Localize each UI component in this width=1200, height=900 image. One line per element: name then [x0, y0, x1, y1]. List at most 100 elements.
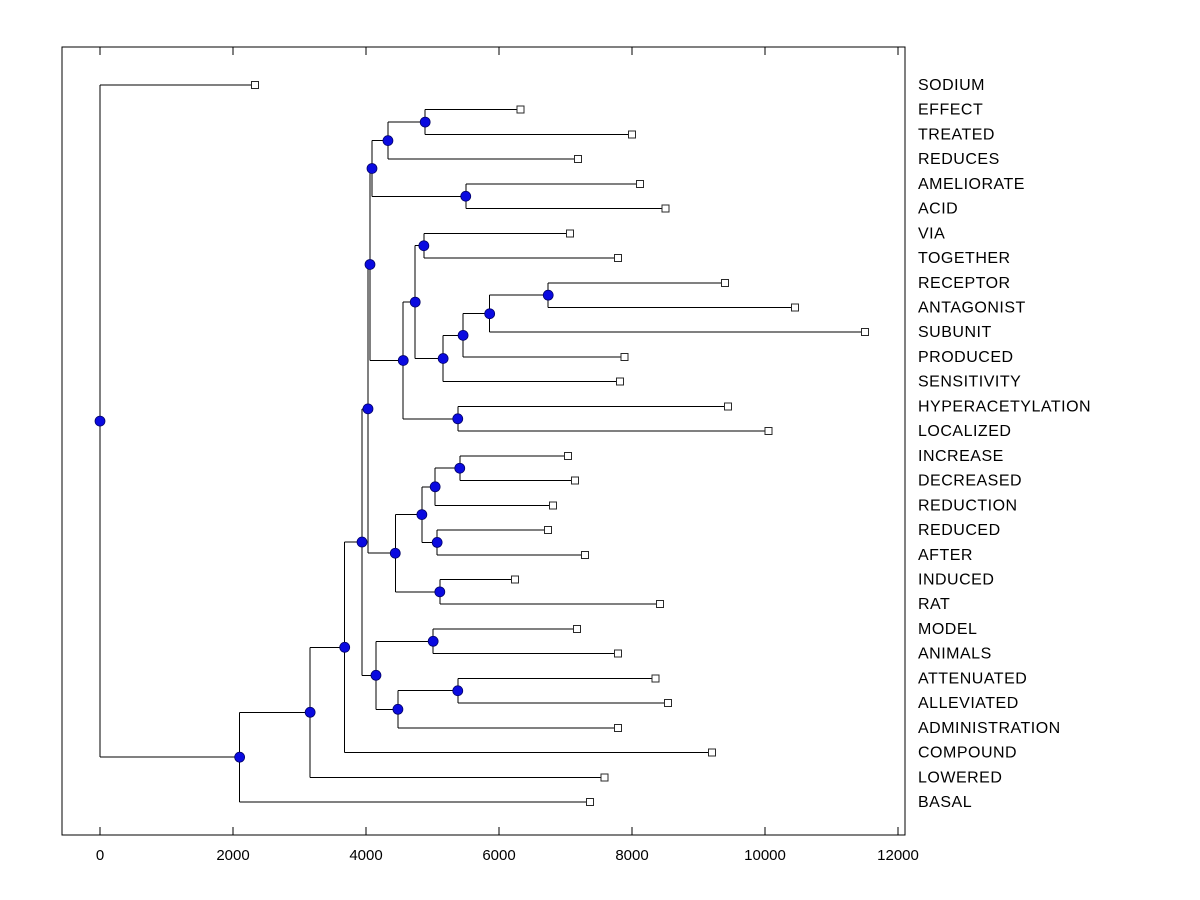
leaf-node-marker[interactable]: [614, 649, 623, 658]
leaf-node-marker[interactable]: [635, 179, 644, 188]
leaf-label: REDUCTION: [918, 497, 1018, 514]
leaf-label: INCREASE: [918, 448, 1004, 465]
leaf-node-marker[interactable]: [620, 352, 629, 361]
x-axis-tick-label: 2000: [216, 847, 249, 864]
leaf-node-marker[interactable]: [510, 575, 519, 584]
leaf-label: INDUCED: [918, 571, 994, 588]
leaf-label: MODEL: [918, 621, 977, 638]
branch-node-marker[interactable]: [416, 509, 428, 520]
branch-lines-layer: [99, 84, 865, 803]
leaf-node-marker[interactable]: [544, 526, 553, 535]
branch-node-marker[interactable]: [460, 190, 472, 202]
branch-node-marker[interactable]: [366, 163, 378, 174]
plot-border: [61, 46, 906, 836]
branch-node-marker[interactable]: [94, 415, 106, 427]
branch-node-marker[interactable]: [356, 536, 368, 548]
leaf-label: SENSITIVITY: [918, 374, 1021, 391]
branch-node-marker[interactable]: [364, 259, 376, 270]
branch-node-marker[interactable]: [427, 635, 439, 647]
leaf-node-marker[interactable]: [250, 81, 259, 89]
branch-node-marker[interactable]: [339, 641, 351, 653]
leaf-node-marker[interactable]: [564, 451, 573, 460]
leaf-label: LOCALIZED: [918, 423, 1011, 440]
branch-node-marker[interactable]: [431, 537, 443, 548]
axes-layer: [61, 46, 906, 836]
leaf-label: AFTER: [918, 547, 973, 564]
leaf-node-marker[interactable]: [723, 402, 732, 411]
x-axis-tick-label: 8000: [615, 847, 648, 864]
x-axis-tick-label: 6000: [482, 847, 515, 864]
leaf-node-marker[interactable]: [566, 229, 575, 238]
branch-node-marker[interactable]: [382, 135, 394, 147]
branch-node-marker[interactable]: [454, 462, 466, 474]
leaf-label: RECEPTOR: [918, 275, 1011, 292]
branch-node-marker[interactable]: [418, 240, 430, 252]
markers-layer: [94, 81, 869, 806]
leaf-node-marker[interactable]: [580, 550, 589, 559]
leaf-node-marker[interactable]: [628, 130, 636, 139]
branch-node-marker[interactable]: [429, 481, 441, 493]
leaf-label: PRODUCED: [918, 349, 1014, 366]
leaf-node-marker[interactable]: [586, 798, 595, 806]
leaf-node-marker[interactable]: [721, 278, 730, 287]
leaf-label: ACID: [918, 201, 958, 218]
leaf-node-marker[interactable]: [651, 674, 660, 683]
x-axis-tick-label: 10000: [744, 847, 786, 864]
leaf-node-marker[interactable]: [614, 723, 623, 732]
branch-node-marker[interactable]: [397, 355, 409, 366]
branch-node-marker[interactable]: [419, 116, 431, 128]
leaf-node-marker[interactable]: [548, 501, 557, 510]
leaf-node-marker[interactable]: [574, 155, 583, 164]
leaf-node-marker[interactable]: [764, 427, 773, 436]
leaf-node-marker[interactable]: [516, 105, 525, 114]
leaf-node-marker[interactable]: [616, 377, 625, 386]
branch-node-marker[interactable]: [389, 547, 401, 559]
branch-node-marker[interactable]: [370, 669, 382, 681]
leaf-label: EFFECT: [918, 102, 983, 119]
leaf-node-marker[interactable]: [707, 748, 716, 757]
leaf-label: SUBUNIT: [918, 324, 992, 341]
leaf-label: REDUCES: [918, 151, 1000, 168]
branch-node-marker[interactable]: [392, 703, 404, 715]
leaf-label: REDUCED: [918, 522, 1001, 539]
leaf-label: VIA: [918, 225, 945, 242]
branch-node-marker[interactable]: [304, 706, 316, 718]
branch-node-marker[interactable]: [409, 296, 421, 308]
leaf-label: ANTAGONIST: [918, 300, 1026, 317]
labels-layer: 0 2000 4000 6000 8000 10000 12000 SODIUM EFFECT T…: [96, 77, 1091, 864]
leaf-label: LOWERED: [918, 769, 1002, 786]
leaf-label: HYPERACETYLATION: [918, 398, 1091, 415]
leaf-node-marker[interactable]: [790, 303, 799, 312]
branch-node-marker[interactable]: [437, 353, 449, 364]
leaf-label: ADMINISTRATION: [918, 720, 1061, 737]
leaf-label: AMELIORATE: [918, 176, 1025, 193]
leaf-label: TOGETHER: [918, 250, 1011, 267]
branch-node-marker[interactable]: [434, 586, 446, 598]
leaf-node-marker[interactable]: [661, 204, 670, 213]
leaf-node-marker[interactable]: [663, 699, 672, 708]
leaf-node-marker[interactable]: [600, 773, 609, 782]
branch-node-marker[interactable]: [457, 329, 469, 341]
leaf-node-marker[interactable]: [655, 600, 664, 609]
x-axis-tick-label: 12000: [877, 847, 919, 864]
branch-node-marker[interactable]: [452, 685, 464, 697]
leaf-node-marker[interactable]: [860, 328, 869, 337]
leaf-label: BASAL: [918, 794, 972, 811]
leaf-label: TREATED: [918, 126, 995, 143]
leaf-node-marker[interactable]: [570, 476, 579, 485]
leaf-node-marker[interactable]: [614, 254, 623, 263]
leaf-label: RAT: [918, 596, 950, 613]
leaf-label: SODIUM: [918, 77, 985, 94]
leaf-label: ATTENUATED: [918, 670, 1027, 687]
leaf-node-marker[interactable]: [572, 624, 581, 633]
leaf-label: COMPOUND: [918, 745, 1017, 762]
branch-node-marker[interactable]: [452, 413, 464, 425]
branch-node-marker[interactable]: [234, 751, 246, 763]
branch-node-marker[interactable]: [542, 289, 554, 301]
branch-node-marker[interactable]: [362, 403, 374, 415]
branch-node-marker[interactable]: [484, 308, 496, 320]
leaf-label: DECREASED: [918, 473, 1022, 490]
x-axis-tick-label: 4000: [349, 847, 382, 864]
